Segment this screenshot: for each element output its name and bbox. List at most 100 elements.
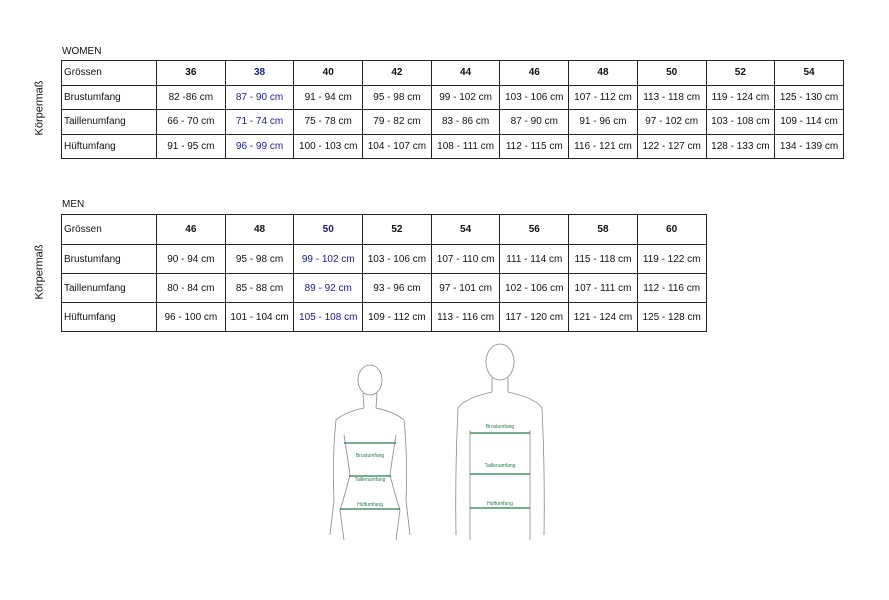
table-cell: 85 - 88 cm	[224, 273, 295, 303]
size-header-48: 48	[224, 214, 295, 245]
table-cell: 66 - 70 cm	[156, 109, 226, 135]
table-cell: 116 - 121 cm	[568, 133, 638, 159]
table-cell: 122 - 127 cm	[636, 133, 707, 159]
female-chest-label: Brustumfang	[356, 453, 385, 459]
table-cell: 111 - 114 cm	[499, 244, 570, 274]
table-cell: 79 - 82 cm	[362, 109, 432, 135]
table-cell: 119 - 124 cm	[705, 84, 776, 110]
male-measure-lines	[470, 432, 530, 509]
table-cell: 125 - 128 cm	[636, 302, 707, 332]
table-cell: 107 - 112 cm	[568, 84, 638, 110]
male-hip-label: Hüftumfang	[487, 501, 513, 507]
female-measure-lines	[340, 442, 400, 510]
table-cell: 119 - 122 cm	[636, 244, 707, 274]
table-cell: 87 - 90 cm	[499, 109, 570, 135]
male-waist-label: Taillenumfang	[485, 463, 516, 469]
table-cell: 100 - 103 cm	[293, 133, 364, 159]
table-cell: 115 - 118 cm	[568, 244, 638, 274]
size-header-50: 50	[293, 214, 364, 245]
size-header-40: 40	[293, 60, 364, 86]
table-cell: 104 - 107 cm	[362, 133, 432, 159]
size-header-60: 60	[636, 214, 707, 245]
body-measurement-illustration: Brustumfang Taillenumfang Hüftumfang Bru…	[329, 343, 545, 540]
header-label: Grössen	[61, 60, 157, 86]
header-row: Grössen 36 38 40 42 44 46 48 50 52 54	[61, 60, 844, 86]
table-cell: 80 - 84 cm	[156, 273, 226, 303]
table-cell: 82 -86 cm	[156, 84, 226, 110]
table-cell: 112 - 116 cm	[636, 273, 707, 303]
table-cell: 108 - 111 cm	[430, 133, 501, 159]
size-header-54: 54	[774, 60, 844, 86]
table-cell: 99 - 102 cm	[430, 84, 501, 110]
table-cell: 95 - 98 cm	[224, 244, 295, 274]
table-cell: 91 - 94 cm	[293, 84, 364, 110]
table-cell: 134 - 139 cm	[774, 133, 844, 159]
men-side-label: Körpermaß	[33, 244, 46, 300]
female-figure	[329, 364, 411, 540]
table-cell: 113 - 118 cm	[636, 84, 707, 110]
table-cell: 87 - 90 cm	[224, 84, 295, 110]
row-label: Brustumfang	[61, 244, 157, 274]
table-row: Hüftumfang 91 - 95 cm 96 - 99 cm 100 - 103 …	[61, 133, 844, 159]
table-cell: 102 - 106 cm	[499, 273, 570, 303]
table-cell: 107 - 110 cm	[430, 244, 501, 274]
table-cell: 109 - 114 cm	[774, 109, 844, 135]
table-cell: 103 - 106 cm	[362, 244, 432, 274]
table-cell: 91 - 95 cm	[156, 133, 226, 159]
table-row: Taillenumfang 80 - 84 cm 85 - 88 cm 89 - 92…	[61, 273, 707, 303]
table-row: Brustumfang 82 -86 cm 87 - 90 cm 91 - 94 cm…	[61, 84, 844, 110]
table-cell: 91 - 96 cm	[568, 109, 638, 135]
table-cell: 75 - 78 cm	[293, 109, 364, 135]
table-cell: 89 - 92 cm	[293, 273, 364, 303]
table-cell: 71 - 74 cm	[224, 109, 295, 135]
men-size-table: Grössen 46 48 50 52 54 56 58 60 Brustumfang 90 - 9…	[61, 214, 707, 332]
table-cell: 97 - 101 cm	[430, 273, 501, 303]
men-title: MEN	[62, 199, 85, 210]
row-label: Taillenumfang	[61, 109, 157, 135]
table-cell: 99 - 102 cm	[293, 244, 364, 274]
male-chest-label: Brustumfang	[486, 424, 515, 430]
table-row: Hüftumfang 96 - 100 cm 101 - 104 cm 105 - 1…	[61, 302, 707, 332]
size-header-56: 56	[499, 214, 570, 245]
table-cell: 125 - 130 cm	[774, 84, 844, 110]
table-row: Taillenumfang 66 - 70 cm 71 - 74 cm 75 - 78…	[61, 109, 844, 135]
table-cell: 101 - 104 cm	[224, 302, 295, 332]
table-cell: 96 - 100 cm	[156, 302, 226, 332]
row-label: Brustumfang	[61, 84, 157, 110]
table-cell: 105 - 108 cm	[293, 302, 364, 332]
table-cell: 93 - 96 cm	[362, 273, 432, 303]
size-header-42: 42	[362, 60, 432, 86]
size-header-58: 58	[568, 214, 638, 245]
size-header-48: 48	[568, 60, 638, 86]
women-side-label: Körpermaß	[33, 80, 46, 136]
size-header-52: 52	[362, 214, 432, 245]
size-header-46: 46	[156, 214, 226, 245]
table-cell: 113 - 116 cm	[430, 302, 501, 332]
women-size-table: Grössen 36 38 40 42 44 46 48 50 52 54 Brustumfang 82…	[61, 60, 844, 159]
table-cell: 109 - 112 cm	[362, 302, 432, 332]
table-cell: 103 - 106 cm	[499, 84, 570, 110]
table-cell: 107 - 111 cm	[568, 273, 638, 303]
row-label: Hüftumfang	[61, 133, 157, 159]
table-cell: 83 - 86 cm	[430, 109, 501, 135]
size-header-50: 50	[636, 60, 707, 86]
table-cell: 117 - 120 cm	[499, 302, 570, 332]
table-cell: 112 - 115 cm	[499, 133, 570, 159]
female-hip-label: Hüftumfang	[357, 502, 383, 508]
header-row: Grössen 46 48 50 52 54 56 58 60	[61, 214, 707, 245]
male-figure	[455, 343, 545, 540]
table-cell: 95 - 98 cm	[362, 84, 432, 110]
table-cell: 128 - 133 cm	[705, 133, 776, 159]
size-header-38: 38	[224, 60, 295, 86]
female-waist-label: Taillenumfang	[355, 477, 386, 483]
table-cell: 97 - 102 cm	[636, 109, 707, 135]
table-row: Brustumfang 90 - 94 cm 95 - 98 cm 99 - 102 …	[61, 244, 707, 274]
size-header-36: 36	[156, 60, 226, 86]
table-cell: 121 - 124 cm	[568, 302, 638, 332]
size-header-54: 54	[430, 214, 501, 245]
row-label: Hüftumfang	[61, 302, 157, 332]
table-cell: 90 - 94 cm	[156, 244, 226, 274]
size-header-52: 52	[705, 60, 776, 86]
header-label: Grössen	[61, 214, 157, 245]
size-header-46: 46	[499, 60, 570, 86]
